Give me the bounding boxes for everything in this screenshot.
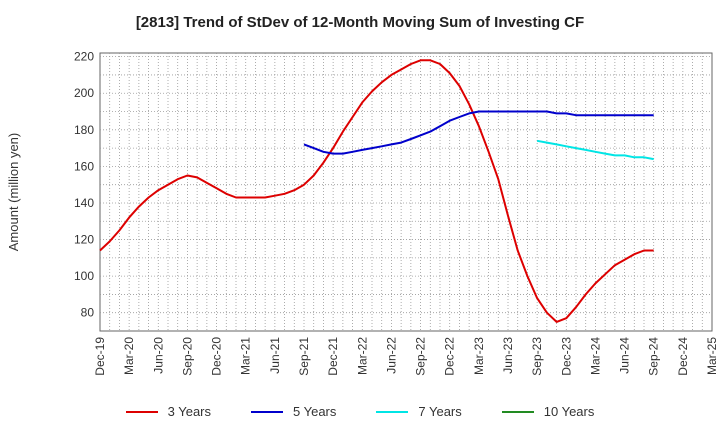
x-tick-label: Jun-24 xyxy=(618,337,632,374)
x-tick-label: Mar-20 xyxy=(122,337,136,375)
y-tick-label: 140 xyxy=(74,196,94,210)
x-tick-label: Dec-20 xyxy=(210,337,224,376)
x-tick-label: Jun-21 xyxy=(268,337,282,374)
legend: 3 Years 5 Years 7 Years 10 Years xyxy=(0,404,720,419)
y-tick-label: 100 xyxy=(74,269,94,283)
x-tick-label: Mar-25 xyxy=(705,337,719,375)
x-tick-label: Jun-23 xyxy=(501,337,515,374)
series-line-3-years xyxy=(99,59,654,323)
x-tick-label: Jun-22 xyxy=(384,337,398,374)
y-tick-label: 80 xyxy=(81,306,95,320)
x-tick-label: Jun-20 xyxy=(151,337,165,374)
axes: 80 100 120 140 160 180 200 220 Dec-19 Mar-20 Jun-2… xyxy=(74,50,719,376)
x-tick-label: Mar-22 xyxy=(355,337,369,375)
legend-item: 7 Years xyxy=(376,404,462,419)
legend-label: 10 Years xyxy=(543,404,595,419)
x-tick-label: Sep-20 xyxy=(180,337,194,376)
y-tick-label: 220 xyxy=(74,50,94,64)
legend-item: 3 Years xyxy=(125,404,211,419)
x-tick-label: Sep-21 xyxy=(297,337,311,376)
legend-item: 5 Years xyxy=(251,404,336,419)
x-tick-label: Dec-22 xyxy=(443,337,457,376)
plot-area xyxy=(99,52,713,332)
x-tick-label: Dec-24 xyxy=(676,337,690,376)
series-line-7-years xyxy=(536,139,654,161)
legend-label: 7 Years xyxy=(418,404,462,419)
legend-swatch xyxy=(501,410,534,413)
x-tick-label: Dec-19 xyxy=(93,337,107,376)
series-lines xyxy=(99,59,654,323)
x-tick-label: Dec-21 xyxy=(326,337,340,376)
x-tick-label: Dec-23 xyxy=(559,337,573,376)
y-axis-label: Amount (million yen) xyxy=(6,133,21,252)
legend-label: 5 Years xyxy=(293,404,337,419)
series-line-5-years xyxy=(303,110,654,155)
grid xyxy=(99,52,713,332)
legend-swatch xyxy=(251,410,283,413)
x-tick-label: Mar-24 xyxy=(588,337,602,375)
x-tick-label: Sep-24 xyxy=(647,337,661,376)
y-tick-label: 120 xyxy=(74,233,94,247)
chart-title: [2813] Trend of StDev of 12-Month Moving… xyxy=(135,14,585,31)
y-tick-label: 200 xyxy=(74,86,94,100)
x-tick-label: Mar-21 xyxy=(239,337,253,375)
legend-swatch xyxy=(125,410,158,413)
x-tick-label: Mar-23 xyxy=(472,337,486,375)
y-tick-label: 160 xyxy=(74,159,94,173)
y-tick-label: 180 xyxy=(74,123,94,137)
legend-swatch xyxy=(376,410,409,413)
x-tick-label: Sep-23 xyxy=(530,337,544,376)
legend-item: 10 Years xyxy=(501,404,595,419)
x-tick-label: Sep-22 xyxy=(414,337,428,376)
legend-label: 3 Years xyxy=(167,404,211,419)
